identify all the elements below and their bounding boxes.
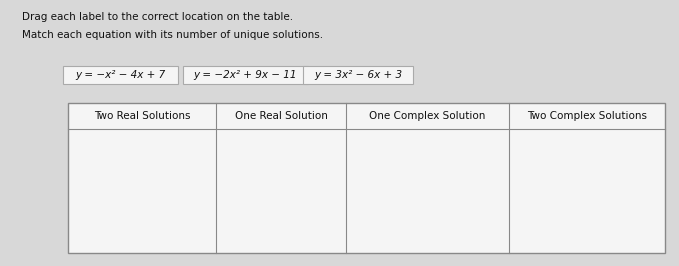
Bar <box>68 103 665 253</box>
Text: Two Complex Solutions: Two Complex Solutions <box>527 111 647 121</box>
Text: One Complex Solution: One Complex Solution <box>369 111 485 121</box>
Text: y = −2x² + 9x − 11: y = −2x² + 9x − 11 <box>194 70 297 80</box>
FancyBboxPatch shape <box>183 66 308 84</box>
Text: Two Real Solutions: Two Real Solutions <box>94 111 190 121</box>
Text: One Real Solution: One Real Solution <box>234 111 327 121</box>
Text: Drag each label to the correct location on the table.: Drag each label to the correct location … <box>22 12 293 22</box>
FancyBboxPatch shape <box>303 66 413 84</box>
FancyBboxPatch shape <box>62 66 177 84</box>
Text: Match each equation with its number of unique solutions.: Match each equation with its number of u… <box>22 30 323 40</box>
Text: y = −x² − 4x + 7: y = −x² − 4x + 7 <box>75 70 165 80</box>
Text: y = 3x² − 6x + 3: y = 3x² − 6x + 3 <box>314 70 402 80</box>
